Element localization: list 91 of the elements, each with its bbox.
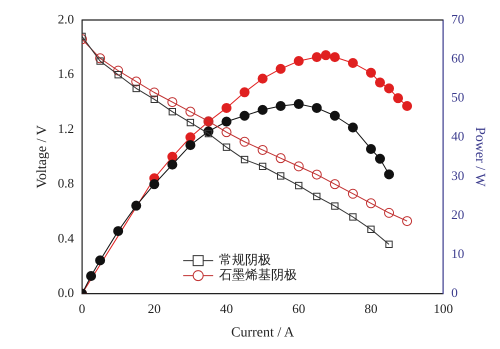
point	[185, 106, 196, 117]
y2-tick-label: 30	[451, 168, 464, 183]
x-tick-label: 40	[220, 300, 234, 316]
point	[86, 271, 96, 282]
point	[402, 100, 412, 111]
point	[222, 102, 232, 113]
y2-tick-label: 0	[451, 285, 458, 300]
point	[258, 104, 268, 115]
point	[95, 255, 106, 266]
y2-tick-label: 10	[451, 246, 464, 261]
point	[186, 118, 194, 126]
point	[312, 102, 322, 113]
point	[149, 88, 160, 98]
y-tick-label: 1.2	[58, 120, 74, 136]
point	[348, 58, 358, 68]
y2-axis-title: Power / W	[472, 126, 487, 188]
point	[240, 110, 250, 121]
point	[240, 87, 250, 98]
point	[185, 140, 196, 150]
point	[167, 160, 178, 170]
point	[295, 182, 302, 190]
point	[276, 100, 286, 111]
point	[167, 97, 178, 108]
point	[384, 83, 394, 94]
point	[348, 122, 358, 132]
point	[258, 144, 268, 155]
point	[313, 192, 320, 200]
x-axis-title: Current / A	[231, 325, 296, 340]
point	[312, 170, 322, 180]
point	[320, 50, 331, 60]
point	[113, 226, 124, 236]
point	[402, 216, 412, 226]
point	[375, 78, 385, 88]
point	[349, 213, 357, 221]
y2-tick-label: 70	[451, 11, 464, 26]
y-tick-label: 0.4	[58, 230, 75, 246]
point	[168, 108, 176, 116]
point	[222, 127, 232, 138]
x-tick-label: 60	[292, 300, 306, 316]
y2-tick-label: 50	[451, 90, 464, 105]
point	[131, 76, 142, 87]
point	[222, 116, 232, 127]
point	[114, 71, 122, 78]
point	[240, 136, 250, 147]
point	[294, 99, 304, 110]
y-axis-title: Voltage / V	[35, 125, 50, 188]
legend-label: 常规阴极	[219, 252, 272, 268]
point	[204, 130, 212, 138]
point	[385, 240, 393, 248]
point	[330, 179, 340, 190]
point	[367, 226, 375, 233]
y-tick-label: 1.6	[58, 66, 75, 82]
point	[240, 156, 248, 164]
point	[277, 172, 284, 180]
x-tick-label: 100	[433, 300, 453, 316]
y2-tick-label: 20	[451, 206, 464, 222]
point	[294, 56, 304, 66]
point	[366, 68, 376, 78]
y-tick-label: 2.0	[58, 11, 74, 26]
point	[348, 188, 358, 199]
point	[258, 162, 266, 170]
y2-tick-label: 60	[451, 50, 464, 66]
point	[95, 53, 106, 64]
point	[384, 208, 394, 218]
point	[131, 200, 142, 211]
point	[113, 66, 124, 76]
point	[222, 144, 230, 151]
point	[96, 57, 104, 65]
point	[276, 64, 286, 74]
point	[331, 202, 339, 210]
y2-tick-label: 40	[451, 128, 464, 144]
point	[393, 93, 404, 104]
point	[258, 74, 268, 84]
point	[366, 144, 376, 154]
point	[366, 198, 376, 208]
point	[375, 154, 385, 164]
point	[384, 169, 394, 180]
legend-label: 石墨烯基阴极	[219, 267, 298, 282]
y-tick-label: 0.8	[58, 176, 74, 191]
point	[150, 96, 158, 104]
point	[294, 161, 304, 172]
x-tick-label: 20	[148, 300, 161, 316]
y-tick-label: 0.0	[58, 285, 74, 300]
point	[330, 52, 340, 62]
point	[312, 52, 322, 62]
point	[132, 84, 140, 92]
point	[330, 110, 340, 121]
point	[149, 179, 160, 190]
x-tick-label: 80	[364, 300, 378, 316]
x-tick-label: 0	[78, 300, 86, 316]
point	[276, 153, 286, 164]
